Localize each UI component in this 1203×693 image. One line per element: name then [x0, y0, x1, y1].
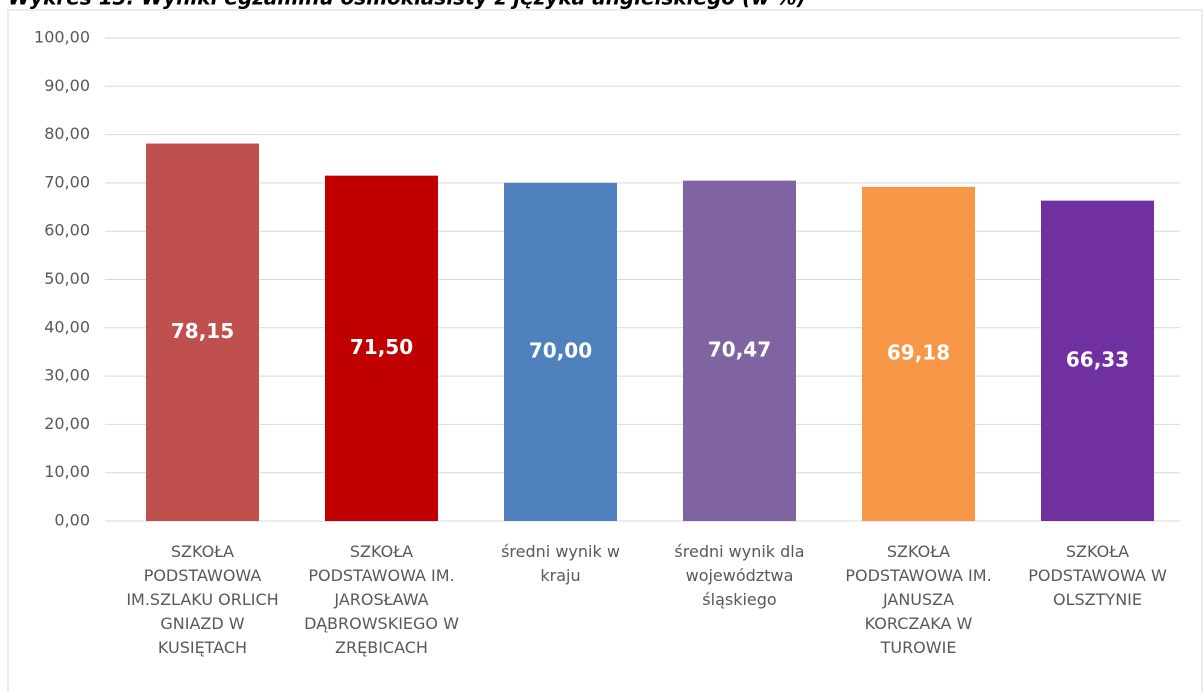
bar	[504, 182, 617, 521]
y-tick-label: 20,00	[44, 414, 90, 433]
data-label: 70,00	[529, 338, 592, 362]
bar	[325, 175, 438, 521]
x-tick-label: SZKOŁA PODSTAWOWA IM.SZLAKU ORLICH GNIAZ…	[126, 542, 279, 657]
data-label: 70,47	[708, 337, 771, 361]
y-tick-label: 30,00	[44, 366, 90, 385]
chart-title: Wykres 13. Wyniki egzaminu ósmoklasisty …	[8, 0, 806, 10]
y-tick-label: 0,00	[54, 511, 90, 530]
y-tick-label: 100,00	[34, 28, 90, 47]
y-tick-label: 60,00	[44, 221, 90, 240]
y-tick-label: 70,00	[44, 172, 90, 191]
data-label: 71,50	[350, 335, 413, 359]
data-label: 69,18	[887, 340, 950, 364]
y-tick-label: 10,00	[44, 462, 90, 481]
bar	[683, 180, 796, 522]
x-tick-label: średni wynik w kraju	[501, 542, 620, 585]
chart-frame	[7, 9, 1203, 693]
x-tick-label: SZKOŁA PODSTAWOWA IM. JANUSZA KORCZAKA W…	[845, 542, 992, 657]
x-tick-label: SZKOŁA PODSTAWOWA IM. JAROSŁAWA DĄBROWSK…	[304, 542, 459, 657]
y-tick-label: 80,00	[44, 124, 90, 143]
y-tick-label: 90,00	[44, 76, 90, 95]
y-tick-label: 50,00	[44, 269, 90, 288]
data-label: 78,15	[171, 319, 234, 343]
x-tick-label: SZKOŁA PODSTAWOWA W OLSZTYNIE	[1028, 542, 1167, 609]
data-label: 66,33	[1066, 347, 1129, 371]
y-tick-label: 40,00	[44, 317, 90, 336]
bar	[146, 143, 259, 521]
x-tick-label: średni wynik dla województwa śląskiego	[674, 542, 805, 609]
bar	[1041, 200, 1154, 521]
bar	[862, 186, 975, 521]
